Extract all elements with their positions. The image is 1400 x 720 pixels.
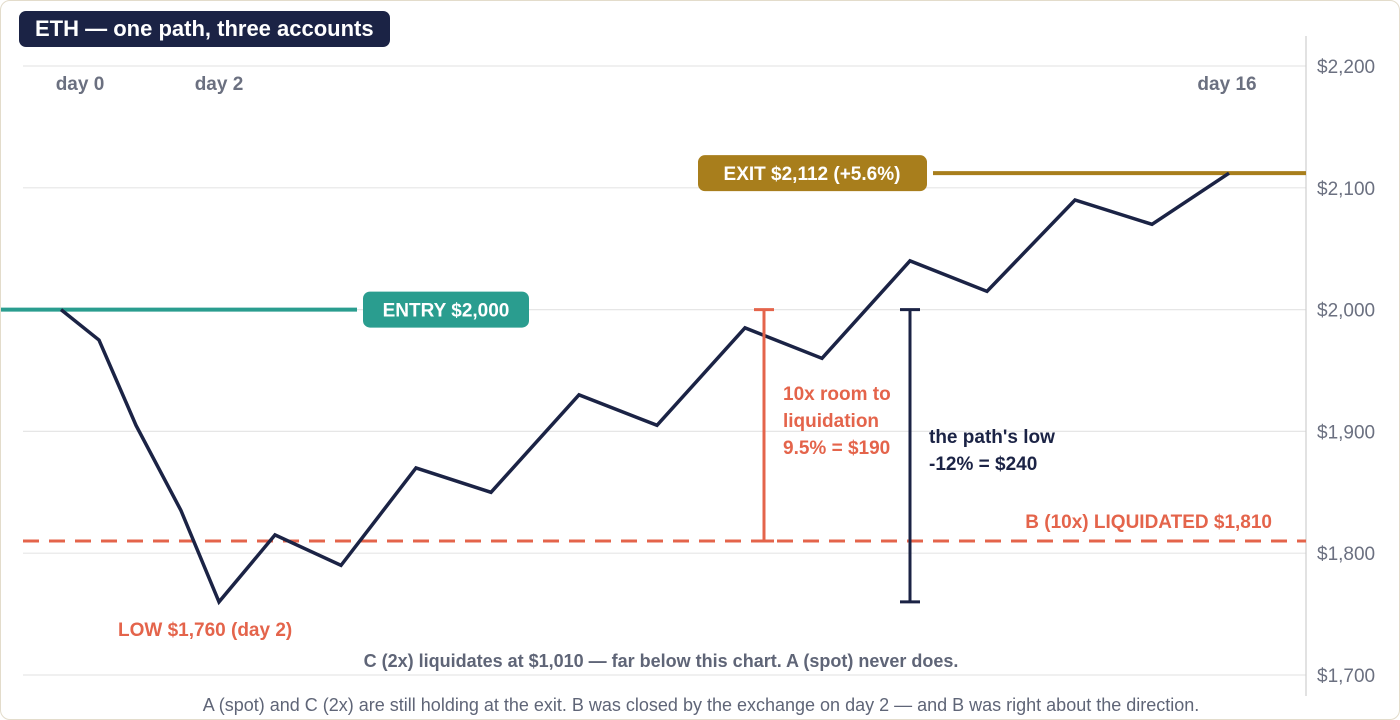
x-axis-labels: day 0 day 2 day 16	[56, 74, 1257, 95]
entry-label: ENTRY $2,000	[383, 301, 510, 322]
x-tick-label: day 16	[1197, 74, 1256, 95]
path-low-label-line: -12% = $240	[929, 454, 1037, 475]
grid-lines	[23, 65, 1306, 676]
y-tick-label: $2,000	[1317, 301, 1375, 322]
y-tick-label: $2,200	[1317, 57, 1375, 78]
summary-note: A (spot) and C (2x) are still holding at…	[202, 695, 1200, 715]
exit-badge	[698, 155, 927, 192]
liquidation-label: B (10x) LIQUIDATED $1,810	[1025, 512, 1272, 533]
price-levels: ENTRY $2,000 EXIT $2,112 (+5.6%) B (10x) L…	[1, 155, 1306, 543]
room-label-line: liquidation	[783, 411, 879, 432]
y-tick-label: $1,700	[1317, 666, 1375, 687]
price-path	[59, 171, 1230, 606]
room-label-line: 9.5% = $190	[783, 438, 890, 459]
c-liquidation-note: C (2x) liquidates at $1,010 — far below …	[363, 651, 959, 671]
path-low-label-line: the path's low	[929, 427, 1055, 448]
y-axis: $2,200 $2,100 $2,000 $1,900 $1,800 $1,700	[1305, 36, 1375, 696]
y-tick-label: $2,100	[1317, 179, 1375, 200]
low-label: LOW $1,760 (day 2)	[118, 620, 292, 641]
chart-title: ETH — one path, three accounts	[19, 11, 390, 47]
x-tick-label: day 0	[56, 74, 105, 95]
y-tick-label: $1,900	[1317, 422, 1375, 443]
x-tick-label: day 2	[195, 74, 244, 95]
entry-badge	[363, 291, 529, 328]
price-line	[59, 171, 1230, 606]
exit-label: EXIT $2,112 (+5.6%)	[724, 164, 901, 185]
annotations: LOW $1,760 (day 2) 10x room to liquidation…	[118, 308, 1055, 641]
y-tick-label: $1,800	[1317, 544, 1375, 565]
room-label-line: 10x room to	[783, 384, 891, 405]
